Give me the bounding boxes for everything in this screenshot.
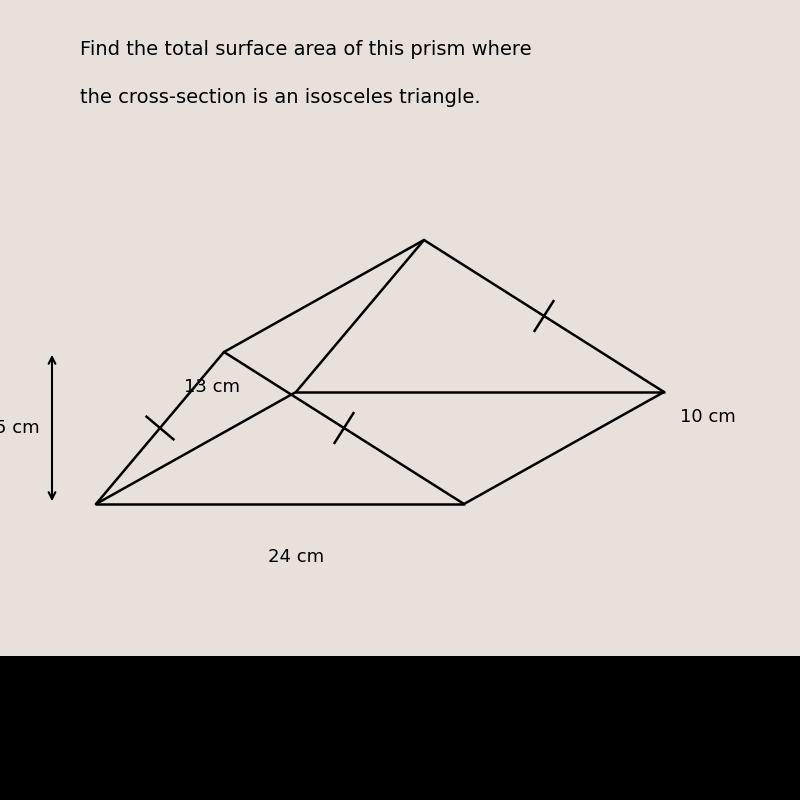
Text: 24 cm: 24 cm (268, 548, 324, 566)
Text: the cross-section is an isosceles triangle.: the cross-section is an isosceles triang… (80, 88, 481, 107)
Text: 5 cm: 5 cm (0, 419, 40, 437)
Text: 13 cm: 13 cm (184, 378, 240, 396)
Text: 10 cm: 10 cm (680, 408, 736, 426)
Text: Find the total surface area of this prism where: Find the total surface area of this pris… (80, 40, 532, 59)
